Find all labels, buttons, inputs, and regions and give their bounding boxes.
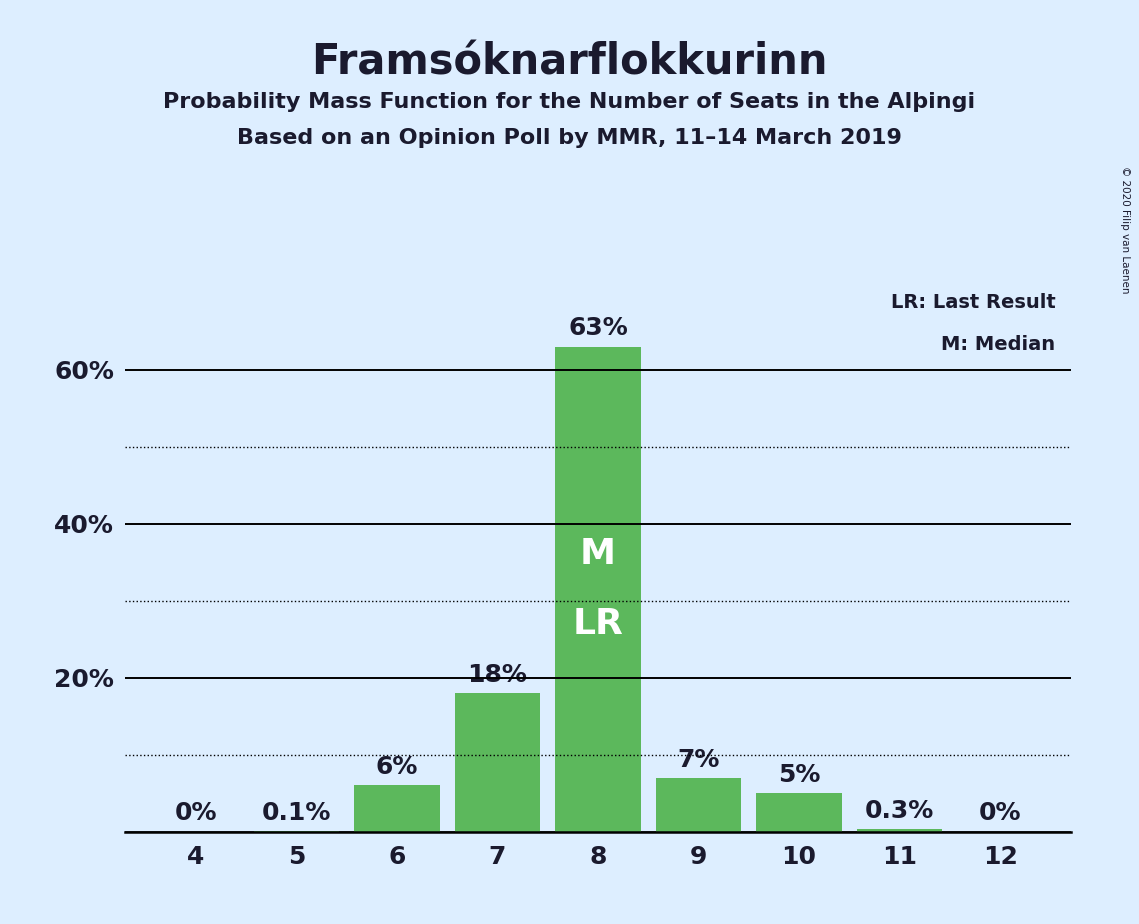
Text: M: Median: M: Median [942, 335, 1056, 354]
Text: 0%: 0% [174, 801, 216, 825]
Text: © 2020 Filip van Laenen: © 2020 Filip van Laenen [1121, 166, 1130, 294]
Text: 18%: 18% [467, 663, 527, 687]
Text: 6%: 6% [376, 755, 418, 779]
Text: 0%: 0% [980, 801, 1022, 825]
Text: 63%: 63% [568, 316, 628, 340]
Bar [555, 346, 641, 832]
Text: 0.3%: 0.3% [865, 799, 934, 823]
Text: Based on an Opinion Poll by MMR, 11–14 March 2019: Based on an Opinion Poll by MMR, 11–14 M… [237, 128, 902, 148]
Bar [656, 778, 741, 832]
Text: 7%: 7% [678, 748, 720, 772]
Text: Framsóknarflokkurinn: Framsóknarflokkurinn [311, 42, 828, 83]
Text: 0.1%: 0.1% [262, 801, 331, 824]
Text: LR: LR [573, 607, 623, 640]
Text: M: M [580, 538, 616, 571]
Text: LR: Last Result: LR: Last Result [891, 293, 1056, 311]
Text: 5%: 5% [778, 763, 820, 787]
Bar [354, 785, 440, 832]
Bar [857, 830, 942, 832]
Bar [454, 693, 540, 832]
Text: Probability Mass Function for the Number of Seats in the Alþingi: Probability Mass Function for the Number… [163, 92, 976, 113]
Bar [756, 793, 842, 832]
